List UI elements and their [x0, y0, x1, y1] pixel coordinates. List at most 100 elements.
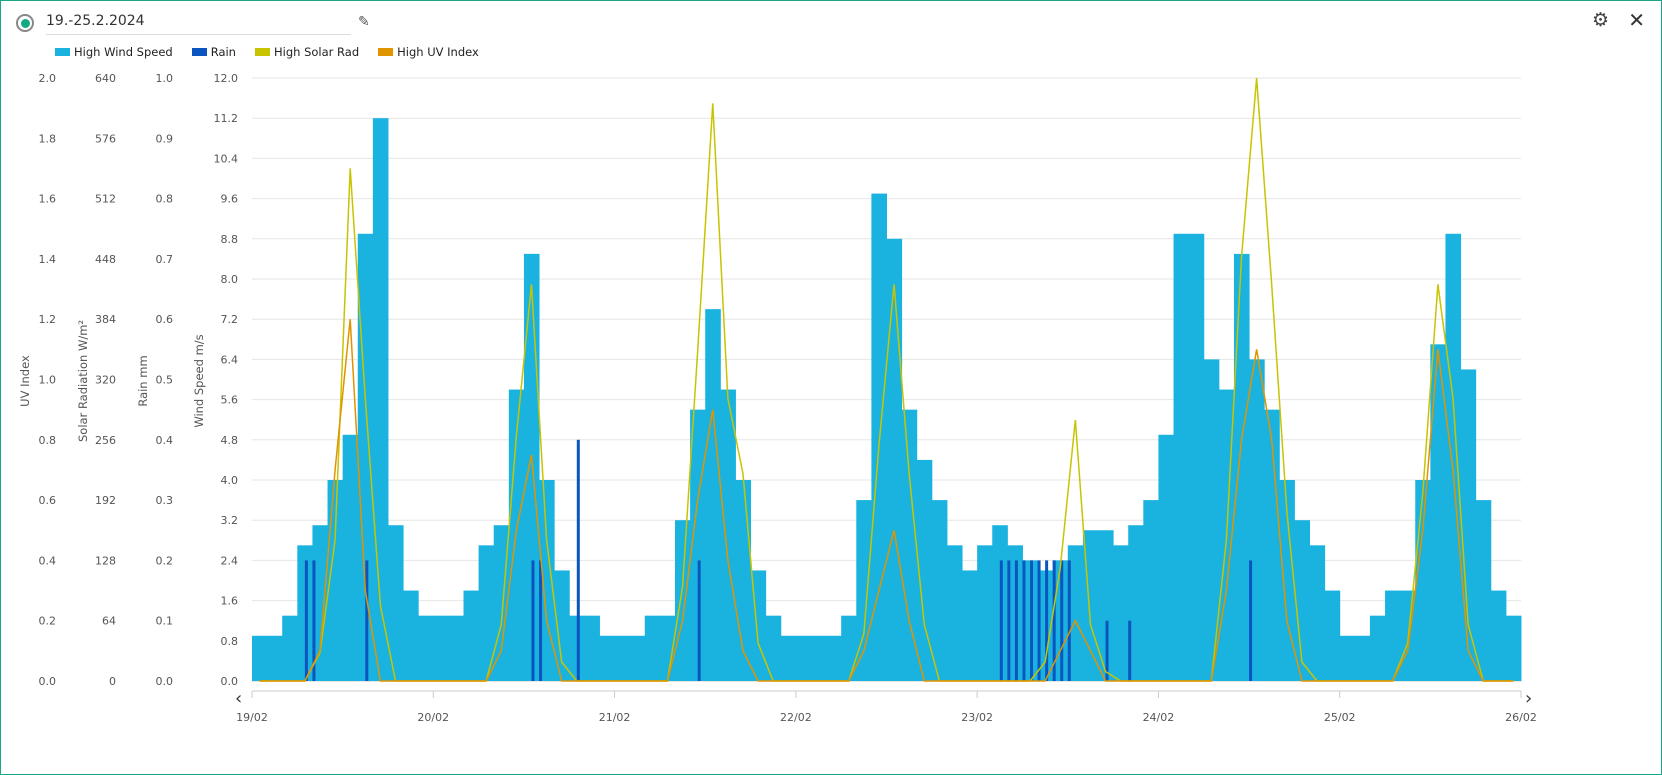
wind-speed-bar [1490, 590, 1507, 681]
wind-speed-bar [403, 590, 419, 681]
rain-bar [304, 560, 308, 681]
wind-speed-bar [372, 118, 389, 681]
axis-tick-label: 0.4 [39, 554, 57, 567]
wind-speed-bar [478, 545, 495, 681]
gear-icon[interactable]: ⚙ [1591, 9, 1609, 31]
wind-speed-bar [448, 615, 464, 681]
rain-bar [1060, 560, 1064, 681]
wind-speed-bar [765, 615, 782, 681]
wind-tick-label: 6.4 [221, 353, 239, 366]
rain-bar [1249, 560, 1253, 681]
wind-speed-bar [1203, 359, 1220, 681]
legend-item-solar[interactable]: High Solar Rad [254, 45, 359, 59]
wind-speed-bar [1415, 480, 1431, 681]
axis-tick-label: 0.3 [156, 494, 174, 507]
wind-speed-bar [1188, 233, 1205, 681]
rain-bar [697, 560, 701, 681]
axis-tick-label: 576 [95, 132, 116, 145]
axis-tick-label: 0 [109, 675, 116, 688]
axis-title: Rain mm [136, 355, 150, 406]
wind-speed-bar [962, 570, 978, 681]
date-range-title[interactable]: 19.-25.2.2024 [46, 11, 351, 35]
wind-tick-label: 4.0 [221, 474, 239, 487]
wind-speed-bar [508, 389, 525, 681]
axis-tick-label: 1.0 [156, 72, 174, 85]
rain-bar [999, 560, 1003, 681]
wind-speed-bar [433, 615, 449, 681]
wind-tick-label: 0.0 [221, 675, 239, 688]
axis-tick-label: 0.6 [39, 494, 57, 507]
rain-bar [312, 560, 316, 681]
rain-bar [539, 560, 543, 681]
axis-tick-label: 1.2 [39, 313, 57, 326]
wind-speed-bar [1475, 500, 1492, 681]
wind-speed-bar [705, 309, 721, 681]
axis-title: UV Index [18, 355, 32, 407]
axis-tick-label: 0.0 [39, 675, 57, 688]
wind-tick-label: 2.4 [221, 554, 239, 567]
scroll-left-icon[interactable]: ‹ [235, 688, 242, 709]
wind-tick-label: 1.6 [221, 595, 239, 608]
x-tick-label: 21/02 [599, 711, 631, 724]
axis-tick-label: 2.0 [39, 72, 57, 85]
x-tick-label: 19/02 [236, 711, 268, 724]
rain-bar [1128, 620, 1132, 681]
close-icon[interactable]: ✕ [1628, 8, 1645, 32]
legend-item-wind[interactable]: High Wind Speed [55, 45, 173, 59]
axis-tick-label: 256 [95, 434, 116, 447]
wind-speed-bar [856, 500, 872, 681]
axis-tick-label: 0.1 [156, 615, 174, 628]
wind-speed-bar [916, 459, 933, 681]
wind-tick-label: 8.0 [221, 273, 239, 286]
x-tick-label: 23/02 [961, 711, 993, 724]
x-tick-label: 20/02 [417, 711, 449, 724]
axis-tick-label: 1.4 [39, 253, 57, 266]
wind-speed-bar [584, 615, 600, 681]
wind-tick-label: 9.6 [221, 193, 239, 206]
rain-bar [576, 439, 580, 681]
x-tick-label: 26/02 [1505, 711, 1537, 724]
wind-speed-bar [1324, 590, 1341, 681]
legend: High Wind Speed Rain High Solar Rad High… [55, 45, 498, 59]
rain-bar [1052, 560, 1056, 681]
rain-bar [1045, 560, 1049, 681]
wind-tick-label: 4.8 [221, 434, 239, 447]
axis-tick-label: 0.0 [156, 675, 174, 688]
header: 19.-25.2.2024 [16, 11, 351, 35]
wind-speed-bar [1113, 545, 1129, 681]
axis-tick-label: 0.2 [156, 554, 174, 567]
axis-tick-label: 512 [95, 193, 116, 206]
wind-speed-bar [644, 615, 661, 681]
wind-tick-label: 5.6 [221, 394, 239, 407]
legend-label: High Wind Speed [74, 45, 173, 59]
series-toggle-radio[interactable] [16, 14, 34, 32]
axis-tick-label: 0.9 [156, 132, 174, 145]
rain-bar [365, 560, 369, 681]
wind-speed-bar [720, 389, 736, 681]
axis-tick-label: 0.8 [39, 434, 57, 447]
legend-label: High UV Index [397, 45, 479, 59]
legend-item-uv[interactable]: High UV Index [378, 45, 479, 59]
axis-tick-label: 1.8 [39, 132, 57, 145]
wind-speed-bar [810, 635, 827, 681]
rain-bar [1014, 560, 1018, 681]
wind-speed-bar [1158, 434, 1175, 681]
axis-tick-label: 448 [95, 253, 116, 266]
wind-speed-bar [463, 590, 480, 681]
wind-speed-bar [1430, 344, 1446, 681]
wind-speed-bar [1128, 525, 1144, 681]
wind-tick-label: 7.2 [221, 313, 239, 326]
wind-speed-bar [418, 615, 434, 681]
pencil-icon[interactable]: ✎ [358, 14, 370, 30]
wind-speed-bar [1354, 635, 1371, 681]
scroll-right-icon[interactable]: › [1525, 688, 1532, 709]
wind-speed-bar [1143, 500, 1159, 681]
rain-bar [1105, 620, 1109, 681]
axis-tick-label: 192 [95, 494, 116, 507]
legend-item-rain[interactable]: Rain [191, 45, 236, 59]
axis-tick-label: 0.5 [156, 374, 174, 387]
rain-bar [1007, 560, 1011, 681]
wind-speed-bar [1249, 359, 1265, 681]
